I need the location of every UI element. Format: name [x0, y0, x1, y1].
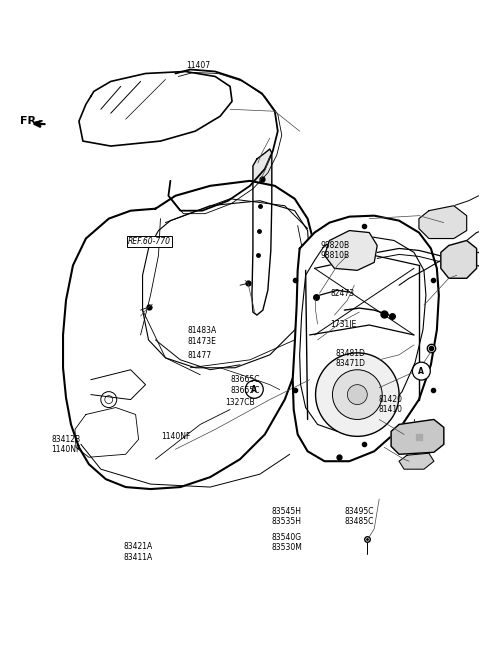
Text: 83495C
83485C: 83495C 83485C [345, 507, 374, 526]
Text: 83665C
83655C: 83665C 83655C [230, 375, 260, 394]
Text: 11407: 11407 [187, 61, 211, 70]
Text: 1327CB: 1327CB [226, 398, 255, 407]
Text: 81477: 81477 [188, 351, 212, 360]
Text: 1731JE: 1731JE [331, 320, 357, 329]
Text: 83540G
83530M: 83540G 83530M [271, 533, 302, 552]
Polygon shape [391, 419, 444, 455]
Text: 83421A
83411A: 83421A 83411A [123, 542, 152, 562]
Circle shape [245, 381, 263, 398]
Circle shape [333, 370, 382, 419]
Text: 83412B
1140NF: 83412B 1140NF [51, 435, 81, 455]
Text: 81420
81410: 81420 81410 [378, 395, 402, 414]
Text: FR.: FR. [20, 116, 40, 126]
Polygon shape [63, 181, 314, 489]
Text: A: A [252, 385, 257, 394]
Circle shape [412, 362, 430, 380]
Polygon shape [252, 149, 272, 315]
Circle shape [315, 353, 399, 436]
Text: REF.60-770: REF.60-770 [128, 237, 171, 246]
Text: A: A [419, 367, 424, 375]
Text: 98820B
98810B: 98820B 98810B [320, 241, 349, 260]
Polygon shape [441, 240, 477, 278]
Text: 81483A
81473E: 81483A 81473E [188, 326, 217, 346]
Polygon shape [419, 206, 467, 238]
Circle shape [348, 384, 367, 405]
Text: 1140NF: 1140NF [161, 432, 191, 441]
Text: 83481D
83471D: 83481D 83471D [336, 349, 365, 369]
Polygon shape [79, 71, 232, 146]
Text: 82473: 82473 [331, 289, 355, 298]
Text: 83545H
83535H: 83545H 83535H [271, 507, 301, 526]
Polygon shape [324, 231, 377, 271]
Polygon shape [293, 215, 439, 461]
Polygon shape [399, 453, 434, 469]
